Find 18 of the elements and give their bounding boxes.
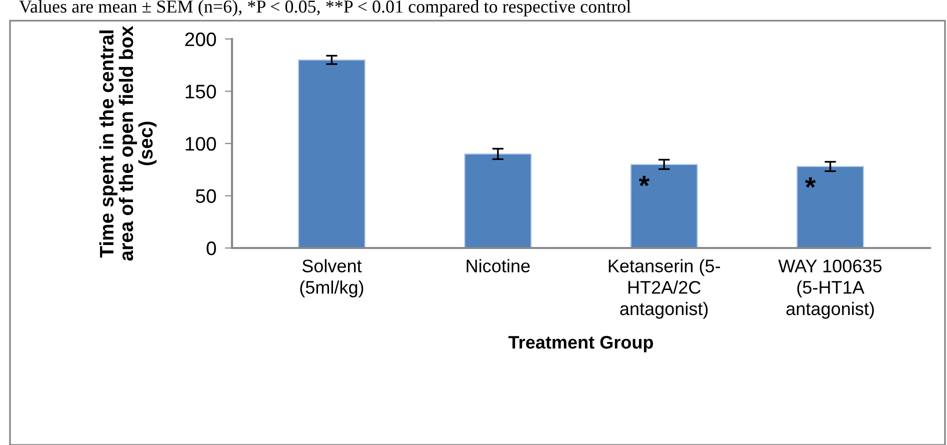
y-tick-label: 200	[185, 32, 216, 46]
x-tick-label: Nicotine	[466, 259, 530, 272]
bar	[796, 166, 864, 248]
y-tick-label: 150	[186, 84, 216, 98]
text: Values are mean ± SEM (n=6), *P < 0.05, **P < 0.01 compared to respective control	[19, 0, 631, 16]
y-tick-label: 0	[206, 241, 216, 256]
y-tick-label: 100	[186, 136, 216, 151]
annotation: *	[638, 176, 650, 186]
x-axis-title: Treatment Group	[508, 336, 653, 352]
x-tick-label: Ketanserin (5- HT2A/2C antagonist)	[608, 259, 720, 319]
x-tick-label: Solvent (5ml/kg)	[300, 259, 364, 298]
y-axis-title: Time spent in the central area of the open field box (sec)	[99, 26, 157, 261]
bar	[464, 153, 532, 248]
annotation: *	[805, 177, 816, 188]
bar	[298, 59, 366, 248]
x-tick-label: WAY 100635 (5-HT1A antagonist)	[778, 260, 882, 319]
bar	[630, 164, 698, 248]
y-tick-label: 50	[196, 189, 216, 203]
